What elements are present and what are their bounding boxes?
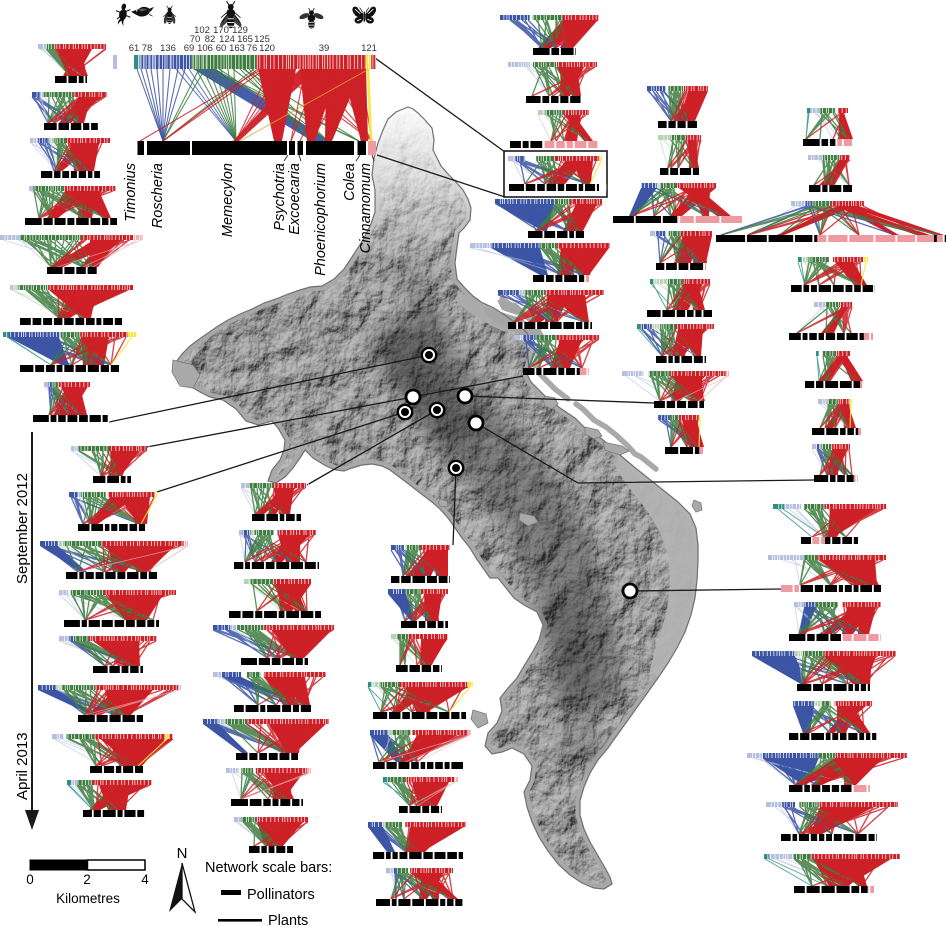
svg-text:61: 61 <box>129 43 140 54</box>
svg-text:129: 129 <box>232 25 248 36</box>
svg-text:163: 163 <box>229 43 245 54</box>
svg-text:170: 170 <box>213 25 229 36</box>
svg-text:4: 4 <box>141 872 149 887</box>
svg-text:106: 106 <box>197 43 213 54</box>
svg-text:Phoenicophorium: Phoenicophorium <box>313 163 329 276</box>
svg-text:60: 60 <box>216 43 227 54</box>
svg-text:Excoecaria: Excoecaria <box>287 163 303 235</box>
svg-text:September 2012: September 2012 <box>14 473 31 584</box>
svg-text:Roscheria: Roscheria <box>150 163 166 228</box>
svg-text:120: 120 <box>259 43 275 54</box>
svg-text:April 2013: April 2013 <box>14 732 31 800</box>
svg-text:102: 102 <box>194 25 210 36</box>
svg-text:124: 124 <box>219 34 235 45</box>
svg-text:82: 82 <box>205 34 216 45</box>
svg-text:Psychotria: Psychotria <box>272 163 288 231</box>
svg-text:2: 2 <box>83 872 91 887</box>
svg-text:0: 0 <box>26 872 34 887</box>
svg-text:Colea: Colea <box>342 163 358 201</box>
svg-text:Plants: Plants <box>268 913 308 927</box>
svg-text:69: 69 <box>184 43 195 54</box>
svg-text:Timonius: Timonius <box>123 163 139 222</box>
svg-text:165: 165 <box>237 34 253 45</box>
svg-text:121: 121 <box>361 43 377 54</box>
svg-text:76: 76 <box>247 43 258 54</box>
svg-text:70: 70 <box>190 34 201 45</box>
svg-text:Kilometres: Kilometres <box>56 891 120 906</box>
svg-text:39: 39 <box>319 43 330 54</box>
svg-text:125: 125 <box>254 34 270 45</box>
svg-text:Cinnamomum: Cinnamomum <box>358 163 374 253</box>
svg-text:Network scale bars:: Network scale bars: <box>205 860 332 876</box>
svg-text:78: 78 <box>142 43 153 54</box>
svg-text:Memecylon: Memecylon <box>220 163 236 237</box>
svg-text:N: N <box>177 845 188 862</box>
svg-text:136: 136 <box>160 43 176 54</box>
svg-text:Pollinators: Pollinators <box>247 887 315 903</box>
